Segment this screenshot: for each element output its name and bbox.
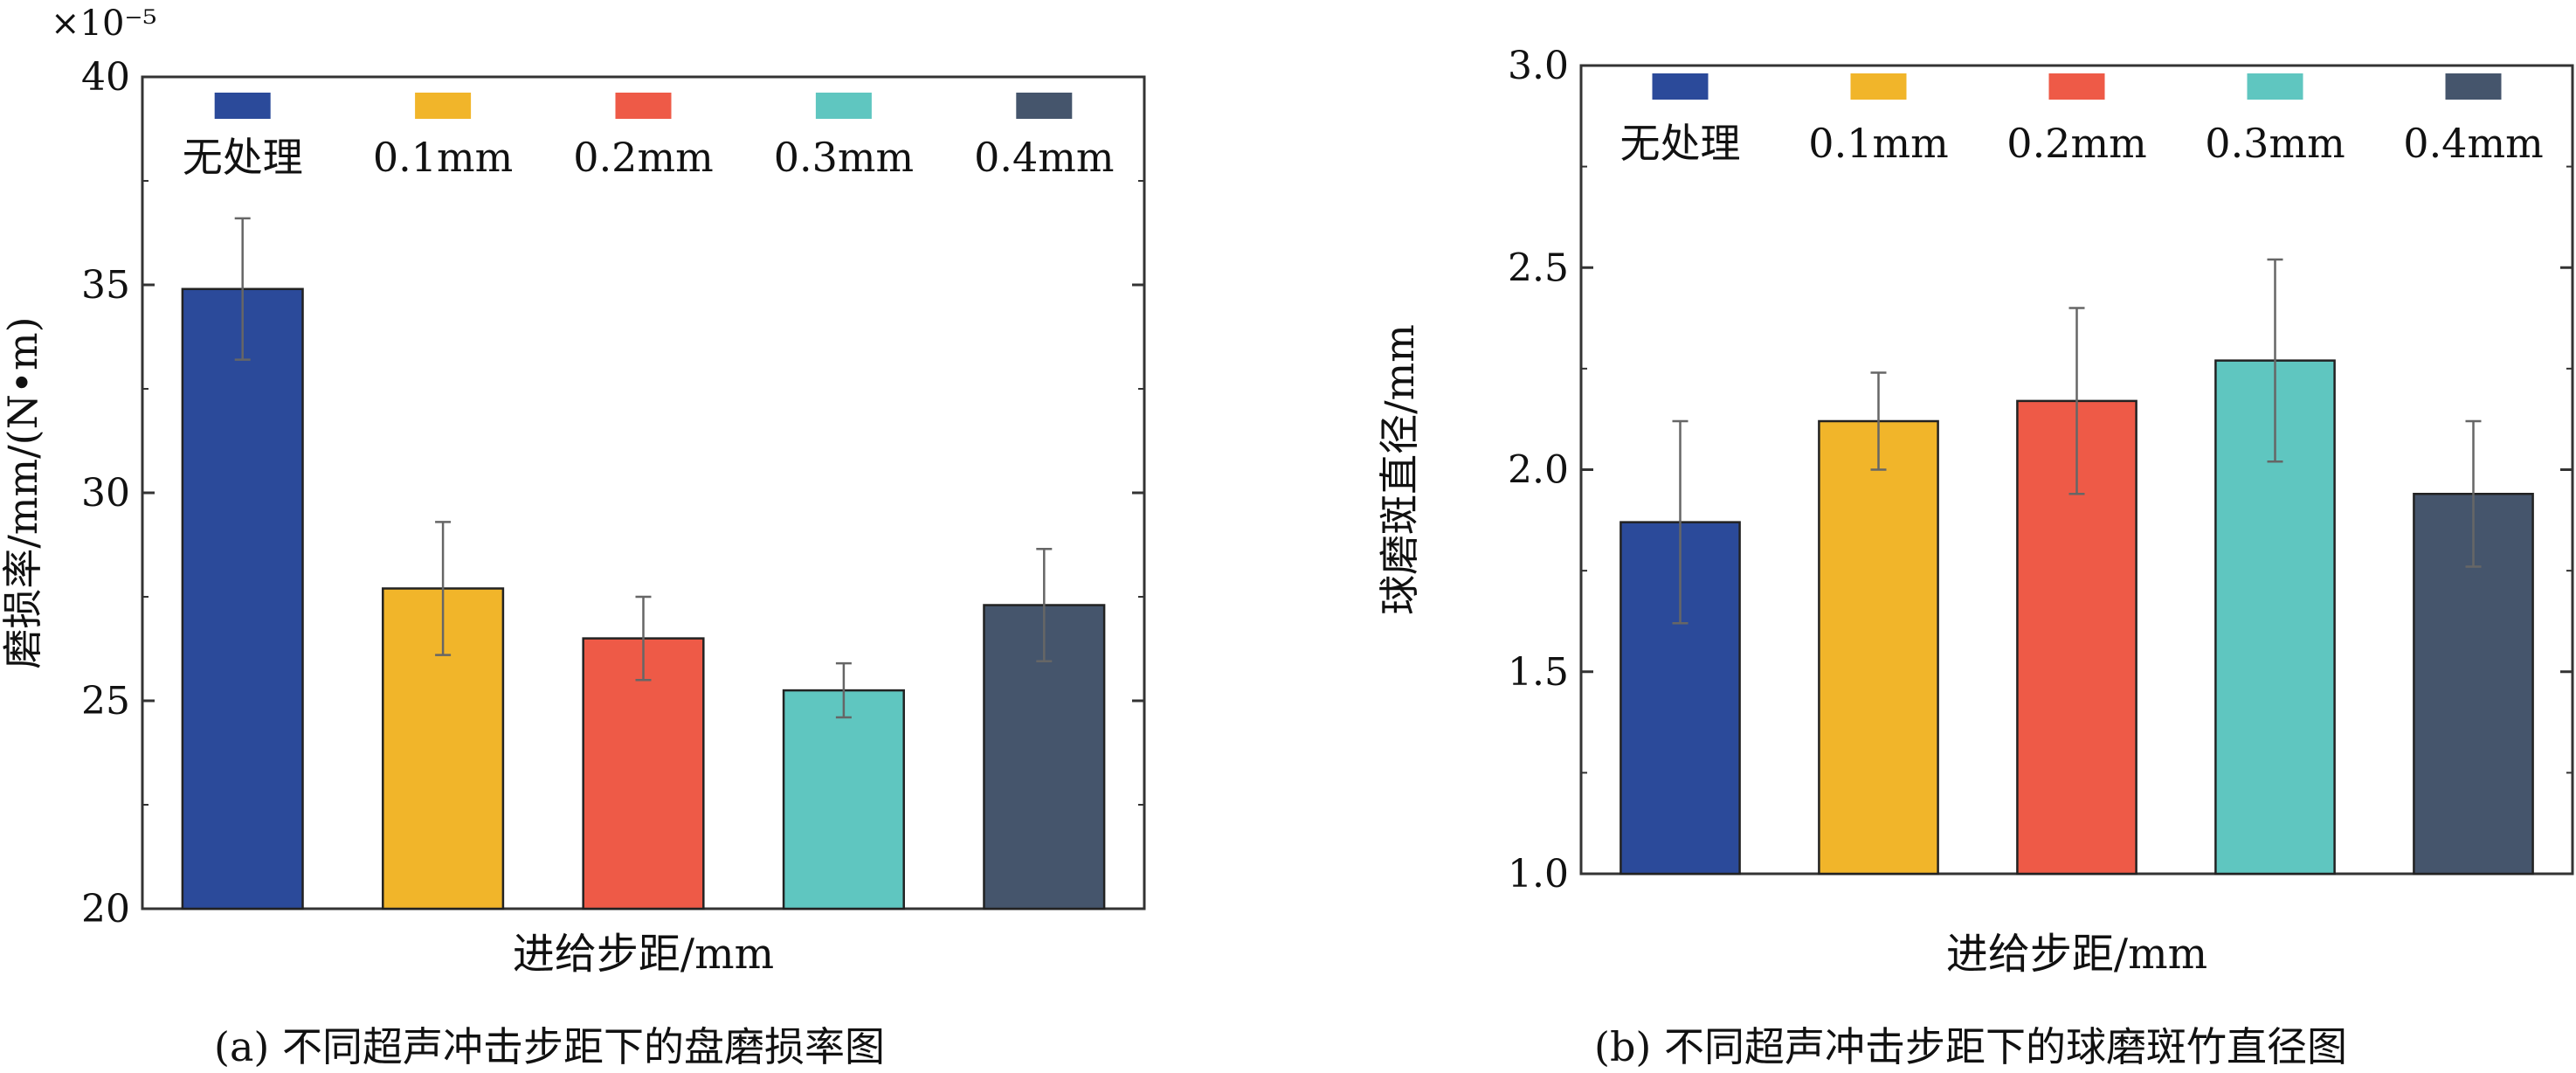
y-tick-label: 1.0 <box>1508 852 1569 896</box>
legend-swatch-4 <box>2445 73 2502 100</box>
legend-swatch-4 <box>1016 93 1073 119</box>
legend-swatch-1 <box>415 93 472 119</box>
y-tick-label: 25 <box>81 679 130 723</box>
bar-0 <box>181 287 304 910</box>
legend-swatch-2 <box>2048 73 2105 100</box>
x-axis-label: 进给步距/mm <box>513 930 774 979</box>
y-tick-label: 35 <box>81 263 130 308</box>
legend-label-4: 0.4mm <box>2403 120 2543 167</box>
y-axis-label: 磨损率/mm/(N•m) <box>0 316 46 668</box>
y-tick-label: 1.5 <box>1508 650 1569 695</box>
bar-3 <box>782 689 905 910</box>
legend-label-1: 0.1mm <box>1808 120 1948 167</box>
legend-swatch-0 <box>214 93 271 119</box>
legend-swatch-3 <box>815 93 872 119</box>
y-scale-note: ×10⁻⁵ <box>51 3 157 44</box>
legend-label-1: 0.1mm <box>373 134 513 181</box>
legend-swatch-2 <box>615 93 672 119</box>
legend-label-0: 无处理 <box>1620 120 1741 167</box>
y-tick-label: 30 <box>81 471 130 516</box>
y-axis-label: 球磨斑直径/mm <box>1376 324 1423 615</box>
chart-b: 1.0 1.5 2.0 2.5 3.0 无处理 0.1mm 0.2mm 0.3mm 0.4mm 进给… <box>1376 44 2574 979</box>
legend-label-2: 0.2mm <box>573 134 713 181</box>
y-tick-label: 2.5 <box>1508 246 1569 290</box>
legend-label-0: 无处理 <box>183 134 303 181</box>
chart-a: 20 25 30 35 40 ×10⁻⁵ 无处理 0.1mm 0.2mm 0.3mm 0.4mm 进给… <box>0 3 1146 979</box>
legend-swatch-3 <box>2247 73 2303 100</box>
legend-label-2: 0.2mm <box>2006 120 2146 167</box>
bar-1 <box>1818 419 1939 876</box>
y-tick-label: 40 <box>81 55 130 100</box>
y-tick-label: 2.0 <box>1508 448 1569 493</box>
bar-3 <box>2214 359 2336 876</box>
legend-swatch-0 <box>1652 73 1709 100</box>
legend-swatch-1 <box>1850 73 1907 100</box>
y-tick-label: 3.0 <box>1508 44 1569 88</box>
caption-b: (b) 不同超声冲击步距下的球磨斑竹直径图 <box>1594 1023 2347 1070</box>
x-axis-label: 进给步距/mm <box>1946 930 2207 979</box>
legend-label-4: 0.4mm <box>974 134 1114 181</box>
legend-label-3: 0.3mm <box>2205 120 2345 167</box>
legend-label-3: 0.3mm <box>774 134 914 181</box>
y-tick-label: 20 <box>81 887 130 931</box>
caption-a: (a) 不同超声冲击步距下的盘磨损率图 <box>214 1023 885 1070</box>
